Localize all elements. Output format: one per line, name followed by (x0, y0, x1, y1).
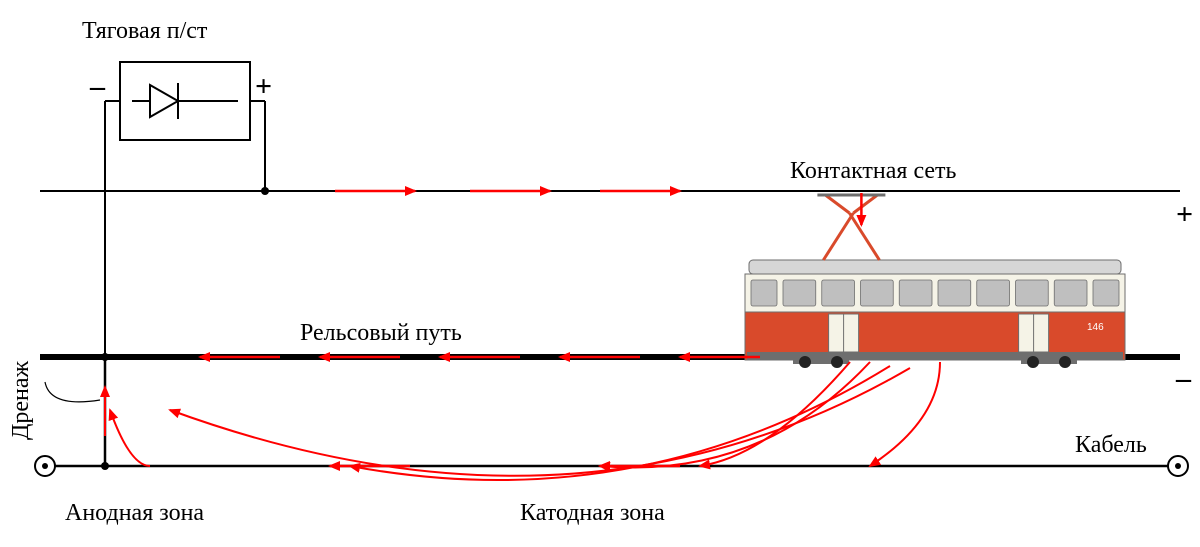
rail-track-label: Рельсовый путь (300, 320, 462, 347)
diagram-svg: 146 (0, 0, 1200, 547)
contact-line-plus: + (1176, 198, 1193, 232)
contact-line-label: Контактная сеть (790, 158, 957, 185)
rail-minus: – (1176, 362, 1191, 396)
cathode-zone-label: Катодная зона (520, 500, 665, 527)
substation-title: Тяговая п/ст (82, 18, 207, 45)
diagram-stage: 146 Тяговая п/ст Контактная сеть Рельсов… (0, 0, 1200, 547)
cable-label: Кабель (1075, 432, 1147, 459)
minus-terminal: – (90, 70, 105, 104)
tram-number: 146 (1087, 322, 1104, 333)
drainage-label: Дренаж (8, 361, 35, 440)
plus-terminal: + (255, 70, 272, 104)
anode-zone-label: Анодная зона (65, 500, 204, 527)
